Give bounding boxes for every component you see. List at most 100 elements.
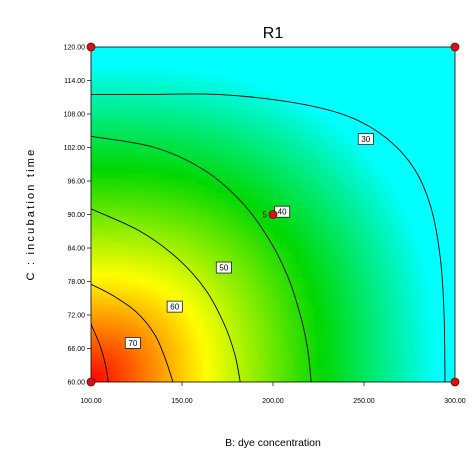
surface-cell — [91, 152, 99, 160]
surface-cell — [392, 355, 400, 363]
surface-cell — [224, 61, 232, 69]
surface-cell — [140, 117, 148, 125]
contour-line-60 — [91, 283, 174, 382]
surface-cell — [343, 152, 351, 160]
surface-cell — [280, 355, 288, 363]
surface-cell — [266, 145, 274, 153]
surface-cell — [182, 89, 190, 97]
surface-cell — [91, 334, 92, 342]
surface-cell — [105, 383, 113, 391]
surface-cell — [91, 159, 99, 167]
surface-cell — [385, 236, 393, 244]
surface-cell — [161, 117, 169, 125]
surface-cell — [287, 180, 295, 188]
surface-cell — [343, 145, 351, 153]
surface-cell — [399, 96, 407, 104]
surface-cell — [336, 61, 344, 69]
surface-cell — [364, 173, 372, 181]
surface-cell — [441, 166, 449, 174]
surface-cell — [287, 264, 295, 272]
surface-cell — [98, 131, 106, 139]
surface-cell — [413, 271, 421, 279]
surface-cell — [287, 194, 295, 202]
surface-cell — [371, 82, 379, 90]
surface-cell — [259, 299, 267, 307]
surface-cell — [224, 138, 232, 146]
surface-cell — [406, 47, 414, 55]
surface-cell — [336, 278, 344, 286]
surface-cell — [98, 124, 106, 132]
surface-cell — [161, 376, 169, 382]
surface-cell — [238, 89, 246, 97]
contour-line-40 — [91, 135, 312, 382]
surface-cell — [168, 362, 176, 370]
surface-cell — [322, 75, 330, 83]
surface-cell — [280, 236, 288, 244]
surface-cell — [189, 82, 197, 90]
surface-cell — [161, 208, 169, 216]
surface-cell — [336, 320, 344, 328]
surface-cell — [434, 194, 442, 202]
surface-cell — [203, 222, 211, 230]
surface-cell — [294, 159, 302, 167]
surface-cell — [175, 243, 183, 251]
surface-cell — [301, 68, 309, 76]
surface-cell — [161, 96, 169, 104]
y-tick-label: 84.00 — [67, 246, 85, 253]
surface-cell — [280, 348, 288, 356]
surface-cell — [182, 222, 190, 230]
surface-cell — [441, 138, 449, 146]
surface-cell — [168, 243, 176, 251]
surface-cell — [427, 236, 435, 244]
surface-cell — [315, 334, 323, 342]
surface-cell — [385, 313, 393, 321]
surface-cell — [245, 250, 253, 258]
surface-cell — [91, 145, 92, 153]
surface-cell — [350, 68, 358, 76]
surface-cell — [189, 243, 197, 251]
surface-cell — [231, 341, 239, 349]
surface-cell — [140, 152, 148, 160]
surface-cell — [266, 89, 274, 97]
surface-cell — [301, 173, 309, 181]
surface-cell — [455, 201, 463, 209]
surface-cell — [147, 299, 155, 307]
surface-cell — [413, 348, 421, 356]
surface-cell — [231, 96, 239, 104]
surface-cell — [91, 208, 99, 216]
contour-label-70: 70 — [128, 339, 137, 348]
surface-cell — [378, 159, 386, 167]
surface-cell — [427, 110, 435, 118]
surface-cell — [252, 355, 260, 363]
surface-cell — [280, 278, 288, 286]
surface-cell — [98, 222, 106, 230]
surface-cell — [133, 138, 141, 146]
surface-cell — [259, 201, 267, 209]
surface-cell — [448, 166, 455, 174]
surface-cell — [112, 117, 120, 125]
surface-cell — [189, 187, 197, 195]
surface-cell — [399, 68, 407, 76]
surface-cell — [140, 96, 148, 104]
surface-cell — [427, 299, 435, 307]
surface-cell — [364, 250, 372, 258]
surface-cell — [287, 278, 295, 286]
surface-cell — [364, 54, 372, 62]
surface-cell — [224, 47, 232, 48]
surface-cell — [420, 306, 428, 314]
surface-cell — [210, 383, 218, 391]
surface-cell — [357, 68, 365, 76]
surface-cell — [182, 313, 190, 321]
surface-cell — [259, 89, 267, 97]
surface-cell — [196, 131, 204, 139]
surface-cell — [280, 306, 288, 314]
surface-cell — [259, 166, 267, 174]
surface-cell — [392, 243, 400, 251]
surface-cell — [329, 47, 337, 55]
surface-cell — [315, 306, 323, 314]
surface-cell — [280, 54, 288, 62]
surface-cell — [434, 68, 442, 76]
surface-cell — [287, 110, 295, 118]
surface-cell — [385, 334, 393, 342]
surface-cell — [98, 117, 106, 125]
